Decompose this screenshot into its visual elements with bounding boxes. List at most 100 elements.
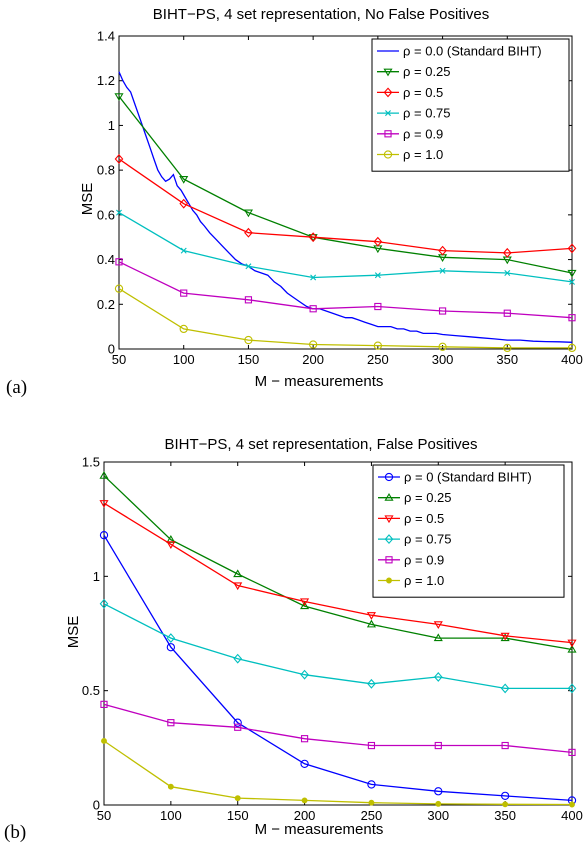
chart-b-series-3-point bbox=[233, 653, 243, 664]
chart-b-series-5-point bbox=[301, 797, 308, 804]
chart-a-legend-label-3: ρ = 0.75 bbox=[403, 106, 451, 121]
chart-a-series-line-5 bbox=[118, 288, 572, 349]
chart-a-series-1-point bbox=[114, 93, 124, 102]
chart-b-legend-marker-3 bbox=[384, 534, 394, 545]
chart-a-series-4-point bbox=[438, 307, 447, 315]
chart-b-xtick-label: 350 bbox=[494, 808, 516, 823]
chart-b-series-2-point bbox=[500, 632, 510, 641]
chart-a-series-1-point bbox=[179, 176, 189, 184]
chart-b-legend-label-5: ρ = 1.0 bbox=[404, 573, 444, 588]
chart-a-series-5-point bbox=[308, 340, 318, 349]
chart-a-xtick-label: 300 bbox=[432, 352, 454, 367]
chart-b-series-0-point bbox=[367, 780, 376, 789]
chart-a-series-5-point bbox=[244, 335, 253, 345]
chart-a-ytick-label: 1 bbox=[108, 118, 115, 133]
panel-label-b: (b) bbox=[4, 822, 26, 843]
chart-b-series-4-point bbox=[568, 748, 576, 757]
chart-b-series-2-point bbox=[567, 639, 577, 648]
chart-a-series-5-point bbox=[179, 324, 188, 334]
chart-a-series-3-point bbox=[374, 272, 381, 279]
chart-b-xlabel: M − measurements bbox=[255, 821, 384, 838]
chart-b-legend-marker-4 bbox=[385, 556, 393, 564]
chart-b-series-line-0 bbox=[103, 534, 573, 802]
chart-b-ytick-label: 1.5 bbox=[82, 455, 100, 470]
chart-a-legend-label-2: ρ = 0.5 bbox=[403, 85, 443, 100]
chart-a-series-line-1 bbox=[118, 95, 573, 274]
chart-b-legend-marker-0 bbox=[384, 472, 394, 482]
chart-a-series-5-point bbox=[503, 343, 512, 353]
chart-a-ytick-label: 1.2 bbox=[97, 73, 115, 88]
chart-b-series-2-point bbox=[233, 582, 243, 591]
chart-a-xtick-label: 350 bbox=[496, 352, 518, 367]
chart-b-series-0-point bbox=[99, 531, 109, 540]
chart-b-series-4-point bbox=[300, 735, 309, 743]
chart-a-series-line-3 bbox=[118, 212, 573, 283]
chart-b-series-line-1 bbox=[103, 475, 573, 651]
chart-b-series-3-point bbox=[500, 683, 510, 694]
chart-b-series-5-point bbox=[368, 799, 375, 806]
chart-a-series-3-point bbox=[310, 274, 317, 281]
chart-b-series-3-point bbox=[567, 683, 577, 694]
chart-b-series-line-5 bbox=[103, 740, 573, 806]
chart-a-ytick-label: 0 bbox=[108, 342, 115, 357]
chart-a-legend-label-5: ρ = 1.0 bbox=[403, 147, 443, 162]
chart-b-series-4-point bbox=[501, 741, 509, 750]
chart-a-series-2-point bbox=[114, 154, 124, 164]
chart-b-series-5-point bbox=[167, 783, 174, 790]
chart-b-series-3-point bbox=[433, 672, 443, 682]
chart-a-series-4-point bbox=[309, 305, 317, 313]
chart-a-series-line-4 bbox=[118, 261, 573, 319]
chart-b-legend-marker-5 bbox=[386, 577, 392, 584]
chart-a-series-2-point bbox=[502, 247, 512, 258]
chart-a-series-3-point bbox=[180, 247, 187, 254]
chart-a-xtick-label: 200 bbox=[302, 352, 324, 367]
chart-b-series-4-point bbox=[367, 741, 376, 750]
chart-a-ytick-label: 1.4 bbox=[97, 29, 115, 44]
chart-b-series-5-point bbox=[569, 801, 575, 808]
chart-a-ytick-label: 0.2 bbox=[97, 297, 115, 312]
chart-b-series-2-point bbox=[300, 598, 310, 607]
chart-b-series-3-point bbox=[99, 598, 109, 609]
chart-a-legend-label-4: ρ = 0.9 bbox=[403, 126, 443, 141]
chart-a-ytick-label: 0.6 bbox=[97, 207, 115, 222]
chart-b-series-4-point bbox=[234, 723, 242, 731]
chart-a-series-3-point bbox=[245, 263, 252, 270]
chart-a-series-3-point bbox=[569, 278, 575, 285]
chart-b-legend-label-0: ρ = 0 (Standard BIHT) bbox=[404, 470, 532, 485]
chart-a-legend-marker-3 bbox=[385, 110, 391, 117]
chart-a-series-3-point bbox=[504, 269, 511, 276]
chart-b-series-1-point bbox=[233, 569, 243, 578]
chart-b-series-3-point bbox=[300, 669, 309, 680]
chart-b-series-4-point bbox=[167, 719, 175, 727]
chart-b-series-5-point bbox=[435, 800, 442, 807]
chart-b-series-1-point bbox=[99, 471, 109, 479]
chart-b-xtick-label: 150 bbox=[227, 808, 249, 823]
chart-b-legend-marker-1 bbox=[384, 493, 394, 501]
chart-b-series-2-point bbox=[166, 541, 176, 550]
chart-a-series-3-point bbox=[439, 267, 446, 274]
chart-a-series-4-point bbox=[568, 314, 576, 322]
chart-b-series-2-point bbox=[99, 500, 109, 508]
chart-a-xlabel: M − measurements bbox=[255, 373, 384, 390]
chart-b-ytick-label: 0 bbox=[93, 798, 100, 813]
chart-b-xtick-label: 200 bbox=[294, 808, 316, 823]
chart-b-series-2-point bbox=[366, 612, 376, 620]
chart-a-title: BIHT−PS, 4 set representation, No False … bbox=[153, 6, 489, 23]
chart-a-series-line-2 bbox=[118, 158, 573, 254]
chart-a-series-2-point bbox=[438, 245, 447, 256]
chart-a-series-5-point bbox=[438, 342, 447, 351]
chart-b-legend-label-4: ρ = 0.9 bbox=[404, 552, 444, 567]
chart-a-series-1-point bbox=[243, 209, 253, 218]
chart-b-series-1-point bbox=[300, 601, 310, 610]
chart-a-series-1-point bbox=[567, 269, 577, 278]
chart-a-series-2-point bbox=[373, 236, 383, 247]
chart-a-series-2-point bbox=[567, 243, 577, 254]
chart-b-ytick-label: 0.5 bbox=[82, 683, 100, 698]
chart-b-series-3-point bbox=[166, 633, 176, 644]
chart-a-legend-label-1: ρ = 0.25 bbox=[403, 64, 451, 79]
chart-b-series-0-point bbox=[233, 718, 242, 727]
chart-a-legend-marker-4 bbox=[384, 130, 392, 138]
chart-b-legend-marker-2 bbox=[384, 515, 394, 524]
chart-a-series-2-point bbox=[308, 232, 318, 243]
